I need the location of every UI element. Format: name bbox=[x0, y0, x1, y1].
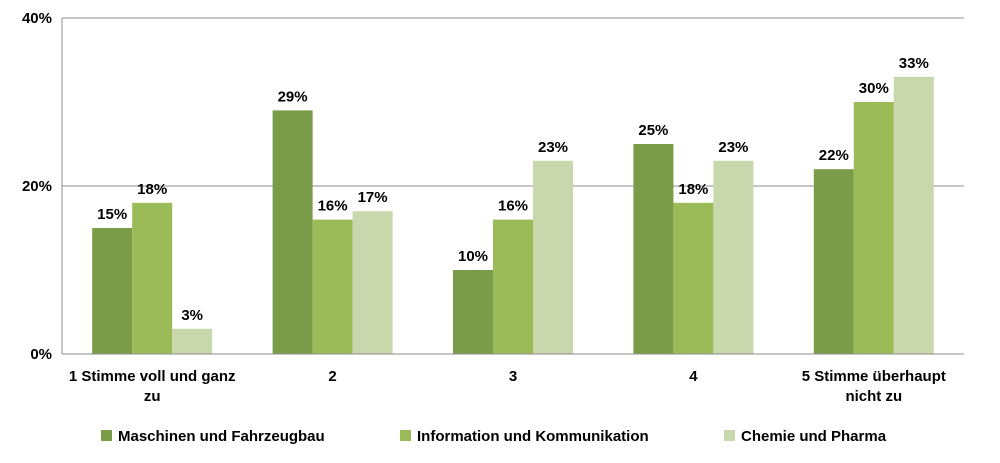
y-axis-ticks: 0% 20% 40% bbox=[22, 10, 52, 363]
data-label: 33% bbox=[899, 55, 929, 72]
gridlines bbox=[62, 17, 964, 187]
bars bbox=[92, 76, 934, 355]
y-tick-label: 40% bbox=[22, 10, 52, 27]
data-label: 17% bbox=[358, 189, 388, 206]
x-category-label: nicht zu bbox=[845, 388, 902, 405]
data-label: 22% bbox=[819, 147, 849, 164]
data-label: 30% bbox=[859, 80, 889, 97]
y-tick-label: 0% bbox=[30, 346, 52, 363]
bar bbox=[633, 144, 674, 354]
bar bbox=[673, 202, 714, 354]
y-tick-label: 20% bbox=[22, 178, 52, 195]
bar bbox=[132, 202, 173, 354]
x-axis-categories: 1 Stimme voll und ganz zu 2 3 4 5 Stimme über… bbox=[69, 368, 946, 405]
x-category-label: 2 bbox=[328, 368, 336, 385]
data-label: 3% bbox=[181, 307, 203, 324]
bar bbox=[493, 219, 533, 354]
data-label: 15% bbox=[97, 206, 127, 223]
data-label: 25% bbox=[638, 122, 668, 139]
bar bbox=[713, 160, 754, 354]
data-label: 10% bbox=[458, 248, 488, 265]
x-category-label: 1 Stimme voll und ganz bbox=[69, 368, 236, 385]
bar bbox=[853, 102, 894, 354]
legend-label: Maschinen und Fahrzeugbau bbox=[118, 428, 325, 445]
data-label: 29% bbox=[278, 88, 308, 105]
bar bbox=[813, 169, 854, 354]
bar bbox=[172, 328, 213, 354]
data-label: 23% bbox=[718, 139, 748, 156]
data-label: 16% bbox=[318, 198, 348, 215]
data-label: 18% bbox=[678, 181, 708, 198]
bar bbox=[272, 110, 313, 355]
data-label: 23% bbox=[538, 139, 568, 156]
legend: Maschinen und Fahrzeugbau Information und… bbox=[101, 428, 887, 445]
legend-label: Chemie und Pharma bbox=[741, 428, 887, 445]
data-labels: 15% 18% 3% 29% 16% 17% 10% 16% 23% 25% 18% 23% 22% 30… bbox=[97, 55, 929, 324]
legend-swatch bbox=[400, 430, 411, 441]
x-category-label: zu bbox=[144, 388, 161, 405]
bar bbox=[533, 160, 573, 354]
legend-swatch bbox=[724, 430, 735, 441]
x-category-label: 3 bbox=[509, 368, 517, 385]
bar bbox=[312, 219, 353, 354]
data-label: 18% bbox=[137, 181, 167, 198]
bar bbox=[453, 270, 493, 354]
bar bbox=[893, 76, 934, 355]
bar bbox=[92, 228, 133, 354]
legend-swatch bbox=[101, 430, 112, 441]
bar bbox=[352, 211, 393, 354]
x-category-label: 5 Stimme überhaupt bbox=[802, 368, 946, 385]
data-label: 16% bbox=[498, 198, 528, 215]
x-category-label: 4 bbox=[689, 368, 698, 385]
legend-label: Information und Kommunikation bbox=[417, 428, 649, 445]
axes bbox=[61, 18, 964, 355]
